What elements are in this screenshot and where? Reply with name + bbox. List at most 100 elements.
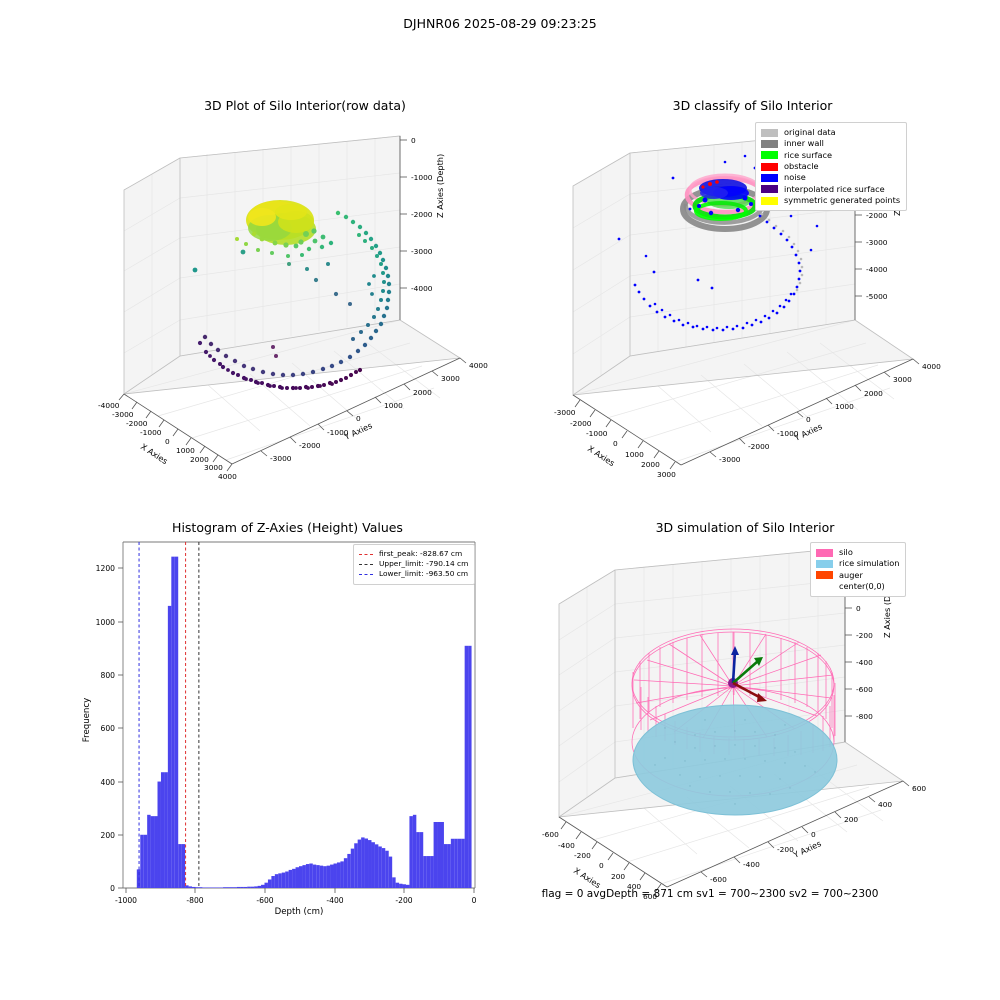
histogram-bar [181, 844, 186, 888]
legend-label-original-data: original data [784, 127, 836, 137]
legend-swatch-rice-simulation [816, 559, 833, 568]
legend-item-rice-simulation[interactable]: rice simulation [816, 558, 899, 569]
histogram-bar [402, 884, 406, 888]
histogram-bar [212, 887, 217, 888]
raw-3d-z-axis: 0 -1000 -2000 -3000 -4000 Z Axies (Depth… [399, 136, 445, 320]
hist-ytick-5: 1000 [96, 618, 115, 627]
histogram-bar [409, 816, 413, 888]
legend-swatch-interpolated-rice-surface [761, 185, 778, 194]
legend-item-inner-wall[interactable]: inner wall [761, 138, 900, 149]
legend-label-lower-limit: Lower_limit: -963.50 cm [379, 569, 469, 579]
histogram-bar [285, 871, 289, 888]
raw-3d-ytick-5: 2000 [413, 388, 432, 397]
legend-item-original-data[interactable]: original data [761, 127, 900, 138]
legend-swatch-rice-surface [761, 151, 778, 160]
raw-3d-plot-title: 3D Plot of Silo Interior(row data) [204, 98, 406, 113]
histogram-bar [423, 856, 427, 888]
legend-item-center[interactable]: center(0,0) [816, 581, 899, 592]
legend-label-silo: silo [839, 547, 853, 557]
sim-3d-xtick-4: 200 [611, 872, 625, 881]
histogram-bar [412, 814, 417, 888]
histogram-bar [416, 832, 420, 888]
histogram-bar [205, 887, 210, 888]
classify-3d-xtick-0: -3000 [554, 408, 576, 417]
panel-simulation-3d: 3D simulation of Silo Interior [542, 520, 945, 901]
raw-3d-ytick-7: 4000 [469, 361, 488, 370]
sim-3d-ytick-0: -600 [710, 875, 727, 884]
sim-3d-ytick-2: -200 [777, 845, 794, 854]
histogram-bar [364, 838, 369, 888]
histogram-bar [240, 886, 244, 888]
classify-3d-ytick-3: 0 [806, 415, 811, 424]
histogram-bar [143, 834, 148, 888]
legend-item-interpolated-rice-surface[interactable]: interpolated rice surface [761, 184, 900, 195]
sim-3d-xtick-6: 600 [643, 892, 657, 901]
histogram-bar [361, 837, 365, 888]
raw-3d-ylabel: Y Axies [342, 420, 374, 442]
histogram-bar [226, 887, 230, 888]
legend-item-lower-limit[interactable]: Lower_limit: -963.50 cm [359, 569, 468, 579]
classify-3d-xtick-6: 3000 [657, 470, 676, 479]
z-axis-arrow [731, 650, 737, 684]
histogram-bar [288, 869, 293, 888]
histogram-bar [343, 858, 348, 888]
raw-3d-xtick-7: 3000 [204, 463, 223, 472]
sim-3d-xtick-5: 400 [627, 882, 641, 891]
histogram-bar [271, 876, 275, 888]
histogram-bar [426, 856, 431, 888]
legend-item-first-peak[interactable]: first_peak: -828.67 cm [359, 549, 468, 559]
legend-label-inner-wall: inner wall [784, 138, 824, 149]
histogram-bar [229, 887, 234, 888]
legend-label-noise: noise [784, 172, 806, 183]
raw-3d-ztick-4: -4000 [411, 284, 433, 293]
histogram-bar [209, 887, 213, 888]
classify-3d-plot-title: 3D classify of Silo Interior [672, 98, 833, 113]
raw-3d-xtick-8: 4000 [218, 472, 237, 481]
legend-item-symmetric-generated-points[interactable]: symmetric generated points [761, 195, 900, 206]
classify-3d-xtick-4: 1000 [625, 450, 644, 459]
raw-3d-ztick-1: -1000 [411, 173, 433, 182]
histogram-bar [292, 868, 296, 888]
legend-item-noise[interactable]: noise [761, 172, 900, 183]
legend-item-rice-surface[interactable]: rice surface [761, 150, 900, 161]
sim-3d-ytick-5: 400 [878, 800, 892, 809]
classify-3d-ytick-7: 4000 [922, 362, 941, 371]
legend-label-interpolated-rice-surface: interpolated rice surface [784, 183, 885, 194]
histogram-bar [147, 814, 151, 888]
classify-3d-x-axis: -3000 -2000 -1000 0 1000 2000 3000 X Axi… [554, 394, 682, 479]
sim-3d-ytick-1: -400 [743, 860, 760, 869]
classify-3d-ztick-4: -3000 [866, 238, 888, 247]
raw-3d-point-cloud [192, 200, 392, 391]
histogram-bar [443, 844, 448, 888]
histogram-bar [261, 884, 265, 888]
legend-item-obstacle[interactable]: obstacle [761, 161, 900, 172]
histogram-bar [405, 884, 410, 888]
sim-3d-ytick-3: 0 [811, 830, 816, 839]
classify-3d-xtick-3: 0 [613, 439, 618, 448]
histogram-bar [257, 885, 262, 888]
histogram-bar [388, 856, 393, 888]
histogram-bar [323, 866, 327, 888]
histogram-bar [236, 886, 241, 888]
center-axes-marker [728, 646, 767, 702]
raw-3d-plot-canvas: 0 -1000 -2000 -3000 -4000 Z Axies (Depth… [98, 135, 488, 481]
sim-3d-zlabel: Z Axies (Depth) [882, 574, 892, 638]
wall-return-arc [202, 210, 392, 378]
raw-3d-xtick-2: -2000 [126, 419, 148, 428]
hist-ytick-6: 1200 [96, 564, 115, 573]
histogram-legend: first_peak: -828.67 cm Upper_limit: -790… [353, 544, 476, 585]
legend-item-upper-limit[interactable]: Upper_limit: -790.14 cm [359, 559, 468, 569]
legend-item-silo[interactable]: silo [816, 547, 899, 558]
legend-label-first-peak: first_peak: -828.67 cm [379, 549, 463, 558]
legend-label-symmetric-generated-points: symmetric generated points [784, 194, 901, 205]
hist-xtick-1: -800 [186, 896, 203, 905]
histogram-title: Histogram of Z-Axies (Height) Values [172, 520, 403, 535]
raw-3d-xtick-4: 0 [165, 437, 170, 446]
raw-3d-xtick-6: 2000 [190, 455, 209, 464]
raw-3d-xtick-5: 1000 [176, 446, 195, 455]
histogram-bar [468, 645, 472, 888]
histogram-bar [219, 887, 224, 888]
histogram-bar [368, 840, 372, 888]
legend-item-auger[interactable]: auger [816, 570, 899, 581]
classify-3d-ytick-4: 1000 [835, 402, 854, 411]
